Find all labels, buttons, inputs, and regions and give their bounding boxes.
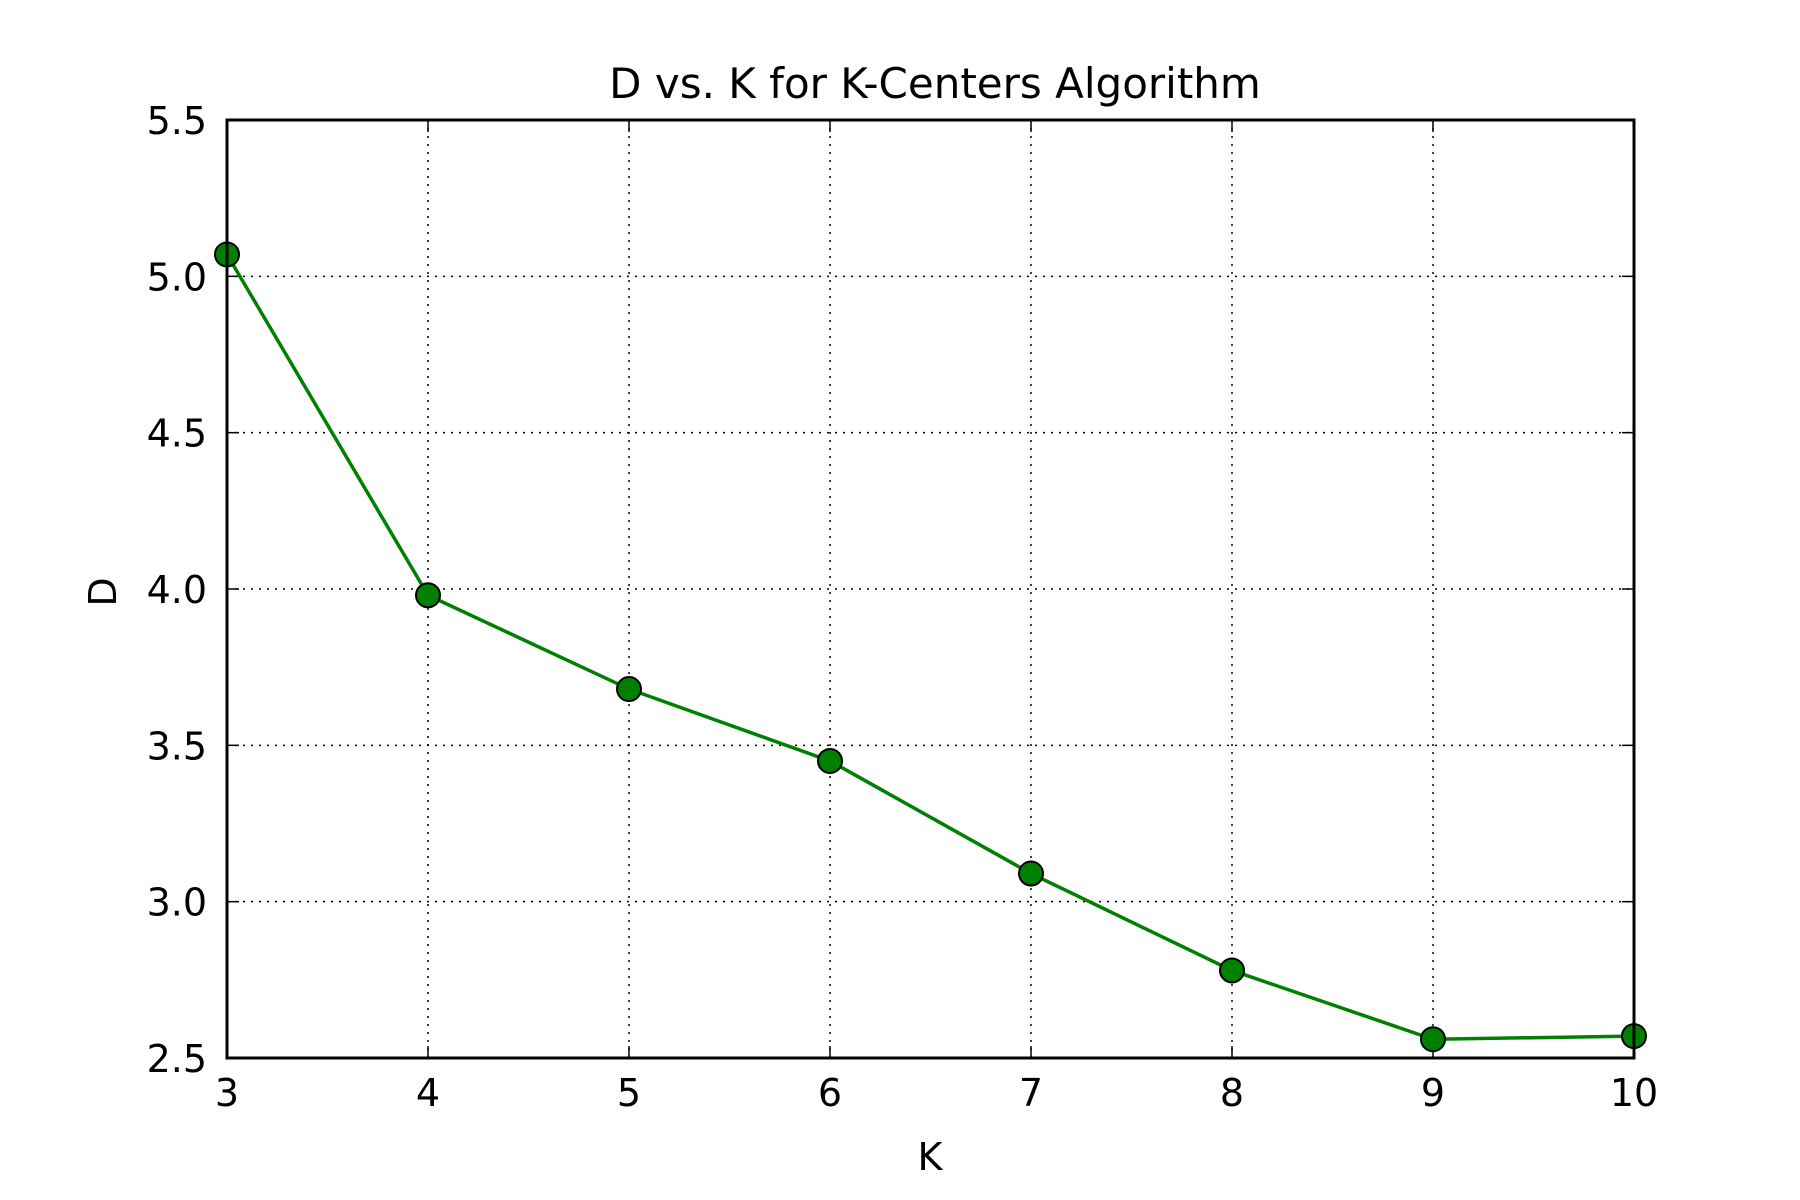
x-axis-label: K <box>918 1135 944 1179</box>
y-axis-label: D <box>81 577 125 606</box>
y-tick-labels: 2.5 3.0 3.5 4.0 4.5 5.0 5.5 <box>147 99 207 1081</box>
y-tick-label: 5.0 <box>147 255 207 299</box>
series-line <box>225 253 1635 1041</box>
data-point <box>1018 860 1044 887</box>
y-tick-label: 4.5 <box>147 412 207 456</box>
y-tick-label: 2.5 <box>147 1037 207 1081</box>
x-tick-label: 5 <box>617 1071 641 1115</box>
x-tick-label: 7 <box>1019 1071 1043 1115</box>
data-point <box>1219 957 1245 984</box>
y-tick-label: 4.0 <box>147 568 207 612</box>
chart-title: D vs. K for K-Centers Algorithm <box>609 59 1261 108</box>
y-tick-label: 5.5 <box>147 99 207 143</box>
x-tick-label: 6 <box>818 1071 842 1115</box>
x-tick-label: 10 <box>1610 1071 1658 1115</box>
x-tick-label: 8 <box>1220 1071 1244 1115</box>
y-tick-label: 3.5 <box>147 724 207 768</box>
x-tick-label: 9 <box>1421 1071 1445 1115</box>
x-tick-label: 3 <box>215 1071 239 1115</box>
data-point <box>817 747 843 774</box>
series-group <box>214 241 1647 1053</box>
x-tick-label: 4 <box>416 1071 440 1115</box>
y-tick-label: 3.0 <box>147 881 207 925</box>
x-tick-labels: 3 4 5 6 7 8 9 10 <box>215 1071 1658 1115</box>
plot-frame <box>225 118 1636 1060</box>
data-point <box>1420 1026 1446 1053</box>
data-point <box>415 582 441 609</box>
data-point <box>616 676 642 703</box>
